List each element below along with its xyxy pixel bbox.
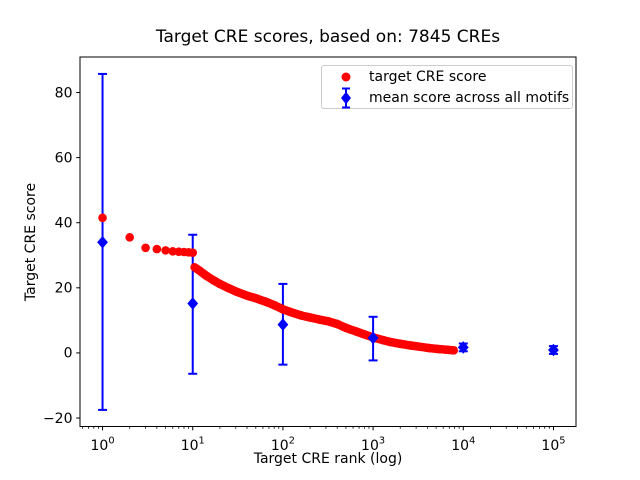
x-axis-label: Target CRE rank (log) (253, 451, 403, 467)
target-score-point (161, 246, 170, 255)
target-score-point (125, 233, 134, 242)
target-score-point (188, 248, 198, 257)
y-tick-label: −20 (43, 411, 73, 427)
target-score-point (141, 243, 150, 253)
plot-border (79, 56, 577, 427)
legend-item-mean-score: mean score across all motifs (322, 87, 572, 108)
y-axis: −20 0 20 40 60 80 (43, 85, 80, 427)
mean-score-diamond (367, 331, 379, 345)
x-tick-label: 105 (541, 436, 565, 455)
mean-score-series (97, 235, 559, 357)
x-tick-label: 103 (361, 436, 385, 455)
target-score-point (152, 244, 162, 254)
mean-score-diamond (548, 343, 559, 357)
y-tick-label: 20 (55, 281, 73, 297)
circle-icon (341, 72, 350, 81)
y-axis-label: Target CRE score (23, 182, 39, 302)
x-axis: 100 101 102 103 104 105 (82, 426, 565, 455)
legend-label-target-score: target CRE score (369, 68, 487, 85)
mean-score-diamond (187, 297, 199, 310)
x-tick-label: 101 (181, 436, 205, 455)
y-tick-label: 0 (64, 346, 73, 362)
y-tick-label: 40 (55, 216, 73, 232)
mean-score-diamond (277, 318, 289, 331)
target-score-series (98, 213, 459, 355)
x-tick-label: 102 (271, 436, 295, 455)
legend-item-target-score: target CRE score (322, 66, 572, 87)
x-tick-label: 100 (91, 436, 115, 455)
legend-diamond-errorbar-marker-icon (322, 87, 369, 109)
diamond-icon (340, 91, 351, 104)
target-score-point (98, 213, 107, 223)
mean-score-diamond (97, 235, 108, 249)
mean-score-errorbars (98, 72, 558, 411)
y-tick-label: 60 (55, 150, 73, 166)
mean-score-diamond (457, 341, 469, 354)
y-tick-label: 80 (55, 85, 73, 101)
legend-label-mean-score: mean score across all motifs (369, 89, 570, 106)
chart-title: Target CRE scores, based on: 7845 CREs (155, 27, 501, 47)
legend: target CRE score mean score across all m… (321, 65, 573, 109)
x-tick-label: 104 (451, 436, 475, 455)
legend-circle-marker-icon (322, 71, 369, 83)
